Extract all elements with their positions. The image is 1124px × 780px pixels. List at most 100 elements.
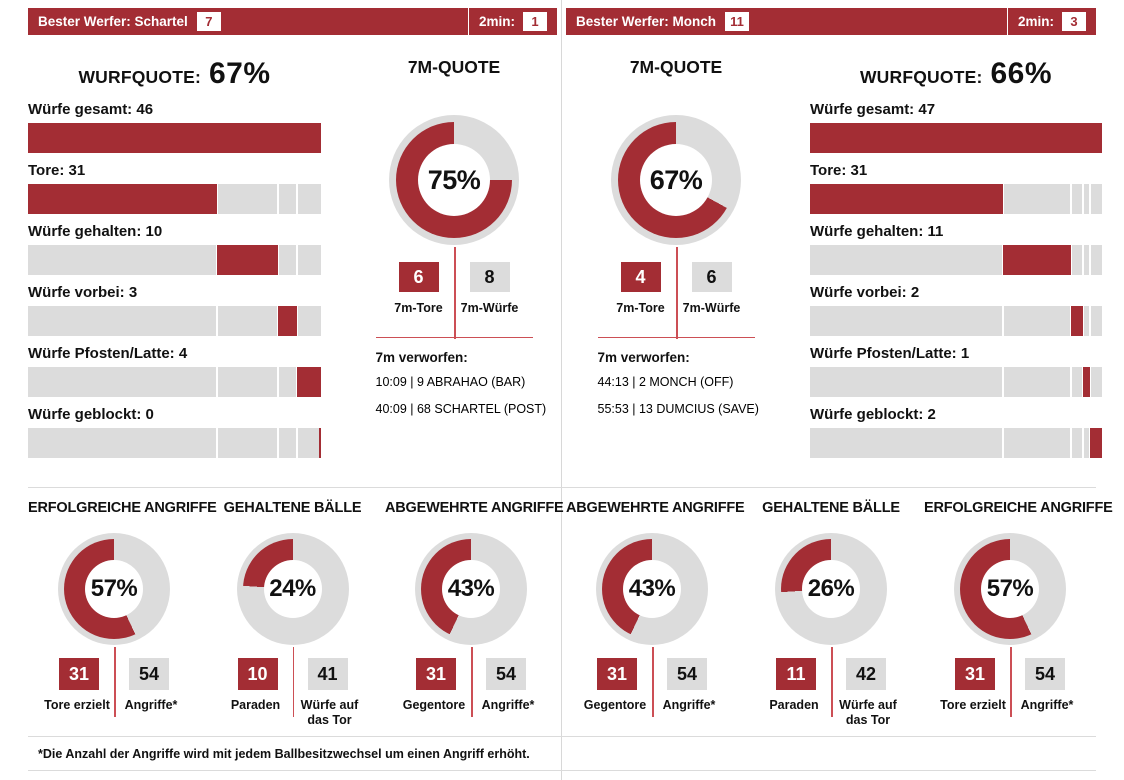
two-min-label: 2min: (1017, 14, 1054, 29)
stat-box-labels: Paraden Würfe auf das Tor (207, 698, 379, 728)
connector-line (471, 647, 473, 717)
seven-m-title: 7M-QUOTE (407, 57, 501, 77)
section-divider-horizontal (28, 487, 1096, 488)
bar-row: Würfe Pfosten/Latte: 4 (28, 345, 321, 397)
bar-row: Würfe Pfosten/Latte: 1 (810, 345, 1102, 397)
bar-segment-divider (295, 428, 298, 458)
donut-chart: 26% (775, 533, 887, 645)
stat-box-label: Paraden (769, 698, 819, 712)
donut-percent: 24% (269, 575, 316, 602)
team-header: Bester Werfer: Monch 11 2min: 3 (566, 8, 1096, 35)
two-min-label: 2min: (478, 14, 515, 29)
stat-boxes: 31 54 (28, 658, 200, 690)
connector-line (676, 247, 678, 339)
stat-box-label: Angriffe* (1020, 698, 1074, 712)
stat-box-gray: 54 (129, 658, 169, 690)
bar-label: Würfe Pfosten/Latte: 1 (810, 345, 970, 362)
stat-box-label: Tore erzielt (940, 698, 1006, 712)
attack-group: ABGEWEHRTE ANGRIFFE 43% 31 54 Gegentore Angri… (566, 500, 745, 728)
bar-track (28, 245, 321, 275)
team-panel-left: Bester Werfer: Schartel 7 2min: 1 WURFQUOTE:… (28, 0, 564, 780)
stat-box-label: 7m-Würfe (460, 301, 519, 315)
stat-box-label: Würfe auf das Tor (300, 698, 359, 727)
bar-segment-divider (216, 428, 219, 458)
attack-group: ERFOLGREICHE ANGRIFFE 57% 31 54 Tore erzielt… (924, 500, 1113, 728)
stat-box-gray: 54 (1025, 658, 1065, 690)
stat-box-gray: 54 (667, 658, 707, 690)
donut-percent: 43% (628, 575, 676, 602)
donut-hole: 75% (418, 144, 490, 216)
attack-stats-row: ERFOLGREICHE ANGRIFFE 57% 31 54 Tore erzielt… (28, 500, 564, 728)
attack-group: GEHALTENE BÄLLE 26% 11 42 Paraden Würfe auf d… (745, 500, 917, 728)
wurfquote-title: WURFQUOTE: 66% (810, 57, 1102, 90)
bar-segment-divider (1069, 428, 1072, 458)
bar-row: Würfe gehalten: 11 (810, 223, 1102, 275)
bar-segment-divider (1069, 245, 1072, 275)
attack-title: ERFOLGREICHE ANGRIFFE (924, 500, 1113, 516)
bar-segment-divider (216, 306, 219, 336)
stat-box-labels: Tore erzielt Angriffe* (924, 698, 1096, 713)
stat-box-label: Angriffe* (481, 698, 535, 712)
wurfquote-label: WURFQUOTE: (859, 67, 983, 87)
bar-segment (278, 306, 297, 336)
bar-segment-divider (1082, 306, 1085, 336)
stat-boxes: 31 54 (924, 658, 1096, 690)
bar-segment-divider (295, 245, 298, 275)
attack-title: GEHALTENE BÄLLE (223, 500, 362, 516)
bar-label: Tore: 31 (810, 162, 868, 179)
donut-chart: 43% (415, 533, 527, 645)
connector-line (831, 647, 833, 717)
stat-box-red: 31 (416, 658, 456, 690)
stat-box-red: 31 (59, 658, 99, 690)
bar-segment-divider (1088, 367, 1091, 397)
donut-hole: 57% (85, 560, 143, 618)
best-werfer-label: Bester Werfer: Schartel (38, 14, 188, 29)
connector-line (1010, 647, 1012, 717)
connector-line (114, 647, 116, 717)
bar-segment-divider (1082, 428, 1085, 458)
wurfquote-title: WURFQUOTE: 67% (28, 57, 321, 90)
seven-m-title: 7M-QUOTE (629, 57, 723, 77)
stat-box-red: 6 (398, 262, 439, 292)
shot-stats-column: WURFQUOTE: 66% Würfe gesamt: 47 Tore: 31 Wür… (810, 57, 1102, 467)
stat-box-gray: 54 (486, 658, 526, 690)
header-left: Bester Werfer: Schartel 7 (28, 12, 468, 31)
header-right: 2min: 1 (467, 8, 557, 35)
missed-entry: 40:09 | 68 SCHARTEL (POST) (375, 402, 547, 416)
bar-label: Würfe geblockt: 0 (28, 406, 154, 423)
donut-percent: 26% (807, 575, 855, 602)
stat-boxes: 10 41 (207, 658, 379, 690)
bar-row: Würfe gesamt: 47 (810, 101, 1102, 153)
stat-box-gray: 8 (469, 262, 510, 292)
donut-percent: 75% (427, 164, 481, 195)
stat-box-labels: Tore erzielt Angriffe* (28, 698, 200, 713)
bar-track (810, 428, 1102, 458)
bar-segment (810, 123, 1102, 153)
panel-divider-vertical (561, 0, 562, 780)
stat-box-label: Paraden (230, 698, 281, 712)
bar-segment (1083, 367, 1090, 397)
bar-segment (296, 367, 321, 397)
missed-title: 7m verworfen: (597, 350, 690, 365)
bar-segment-divider (216, 184, 219, 214)
stat-box-red: 31 (597, 658, 637, 690)
bar-segment-divider (295, 184, 298, 214)
missed-title: 7m verworfen: (375, 350, 468, 365)
bar-track (810, 306, 1102, 336)
bar-row: Würfe geblockt: 0 (28, 406, 321, 458)
bar-segment (1089, 428, 1102, 458)
team-header: Bester Werfer: Schartel 7 2min: 1 (28, 8, 557, 35)
footnote-divider-top (28, 736, 1096, 737)
connector-line (292, 647, 294, 717)
stat-box-label: 7m-Tore (616, 301, 665, 315)
donut-chart: 57% (954, 533, 1066, 645)
donut-hole: 67% (640, 144, 712, 216)
bar-segment (217, 245, 279, 275)
stat-boxes: 11 42 (745, 658, 917, 690)
stat-box-labels: Gegentore Angriffe* (566, 698, 738, 713)
attack-group: ABGEWEHRTE ANGRIFFE 43% 31 54 Gegentore Angri… (385, 500, 564, 728)
team-panel-right: Bester Werfer: Monch 11 2min: 3 WURFQUOTE: 66… (566, 0, 1113, 780)
